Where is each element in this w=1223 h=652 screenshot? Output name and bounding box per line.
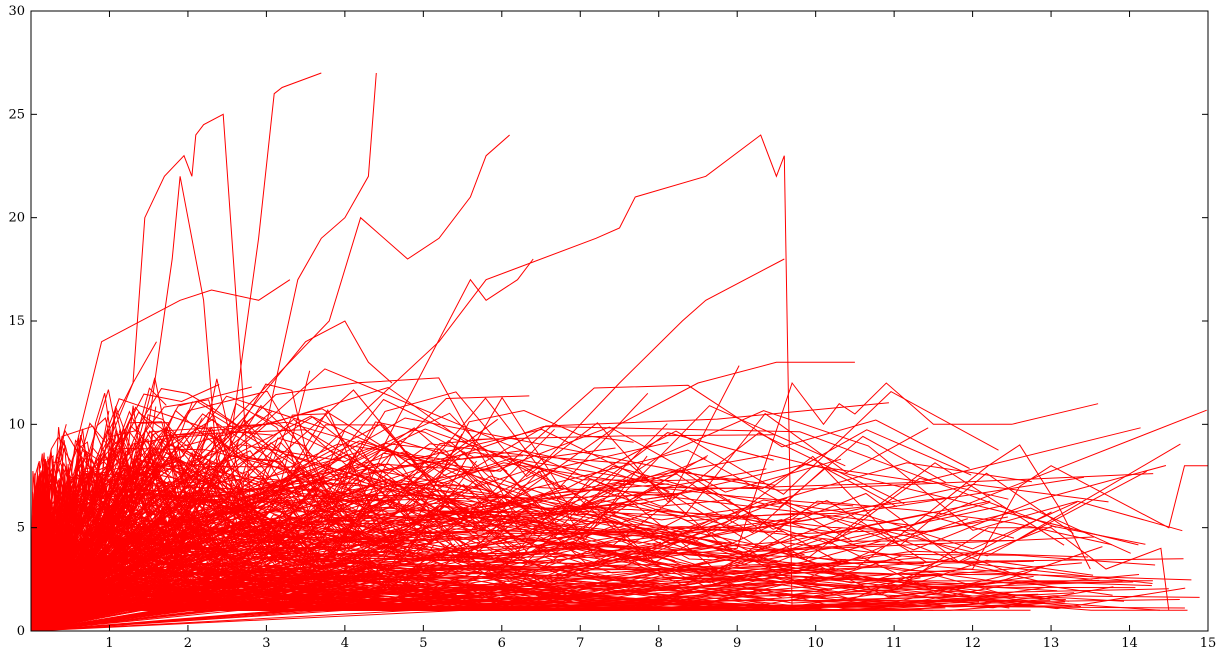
data-line [30, 555, 517, 632]
data-line [30, 563, 811, 632]
x-tick-label: 3 [262, 636, 270, 651]
data-line [30, 365, 740, 632]
data-line [30, 480, 93, 632]
data-line [30, 410, 524, 632]
data-line [30, 527, 843, 632]
data-line [30, 514, 426, 632]
data-line [30, 423, 555, 632]
data-line [30, 450, 317, 632]
x-tick-label: 10 [807, 636, 824, 651]
x-tick-label: 15 [1200, 636, 1217, 651]
data-line [30, 518, 968, 632]
x-tick-label: 8 [655, 636, 663, 651]
data-line [30, 595, 326, 632]
y-tick-label: 5 [17, 521, 25, 536]
x-tick-label: 5 [419, 636, 427, 651]
series-line-16 [30, 341, 157, 632]
data-line [30, 440, 104, 632]
data-line [30, 558, 689, 632]
data-line [30, 552, 1093, 632]
series-line-2 [30, 113, 252, 632]
y-tick-label: 20 [8, 211, 25, 226]
data-line [30, 572, 79, 632]
data-line [30, 445, 435, 632]
data-line [30, 518, 196, 632]
data-line [30, 460, 477, 632]
y-tick-label: 30 [8, 4, 25, 19]
x-tick-label: 4 [341, 636, 349, 651]
data-line [30, 490, 751, 632]
x-tick-label: 13 [1043, 636, 1060, 651]
data-line [30, 555, 500, 632]
data-line [30, 417, 774, 632]
data-line [30, 519, 907, 632]
data-line [30, 411, 565, 632]
data-line [30, 450, 1032, 632]
data-line [30, 523, 310, 632]
data-line [30, 535, 902, 632]
data-line [30, 368, 1207, 632]
plot-lines [30, 72, 1208, 632]
data-line [30, 523, 301, 632]
series-line-10 [30, 361, 855, 632]
series-line-8 [30, 134, 793, 632]
data-line [30, 495, 662, 632]
data-line [30, 424, 730, 632]
data-line [30, 545, 314, 632]
x-tick-label: 2 [184, 636, 192, 651]
series-line-17 [30, 320, 393, 632]
series-line-9 [30, 258, 785, 632]
data-line [30, 452, 741, 632]
series-line-3 [30, 176, 228, 632]
y-tick-label: 10 [8, 417, 25, 432]
data-line [30, 475, 886, 632]
x-tick-label: 7 [576, 636, 584, 651]
data-line [30, 453, 140, 632]
x-tick-label: 9 [733, 636, 741, 651]
series-line-11 [30, 381, 1099, 632]
x-tick-label: 12 [964, 636, 981, 651]
series-line-13 [30, 465, 1208, 632]
y-tick-label: 0 [17, 624, 25, 639]
data-line [30, 575, 1136, 632]
data-line [30, 409, 388, 632]
series-line-12 [30, 444, 1091, 632]
data-line [30, 370, 311, 632]
data-line [30, 426, 393, 632]
data-line [30, 596, 112, 632]
series-line-6 [30, 134, 510, 632]
data-line [30, 449, 88, 632]
data-line [30, 433, 505, 632]
series-line-15 [30, 424, 67, 632]
data-line [30, 418, 557, 632]
data-line [30, 465, 383, 632]
y-tick-label: 25 [8, 107, 25, 122]
data-line [30, 421, 670, 632]
data-line [30, 586, 1052, 632]
data-line [30, 562, 956, 632]
x-tick-label: 1 [105, 636, 113, 651]
series-line-4 [30, 72, 322, 632]
series-line-14 [30, 527, 1170, 632]
x-tick-label: 11 [886, 636, 903, 651]
data-line [30, 551, 925, 632]
data-line [30, 595, 308, 632]
x-tick-label: 14 [1121, 636, 1138, 651]
series-line-1 [30, 279, 291, 632]
series-line-5 [30, 72, 377, 632]
data-line [30, 410, 1183, 632]
data-line [30, 410, 110, 632]
y-tick-label: 15 [8, 314, 25, 329]
data-line [30, 425, 1057, 632]
x-tick-label: 6 [498, 636, 506, 651]
